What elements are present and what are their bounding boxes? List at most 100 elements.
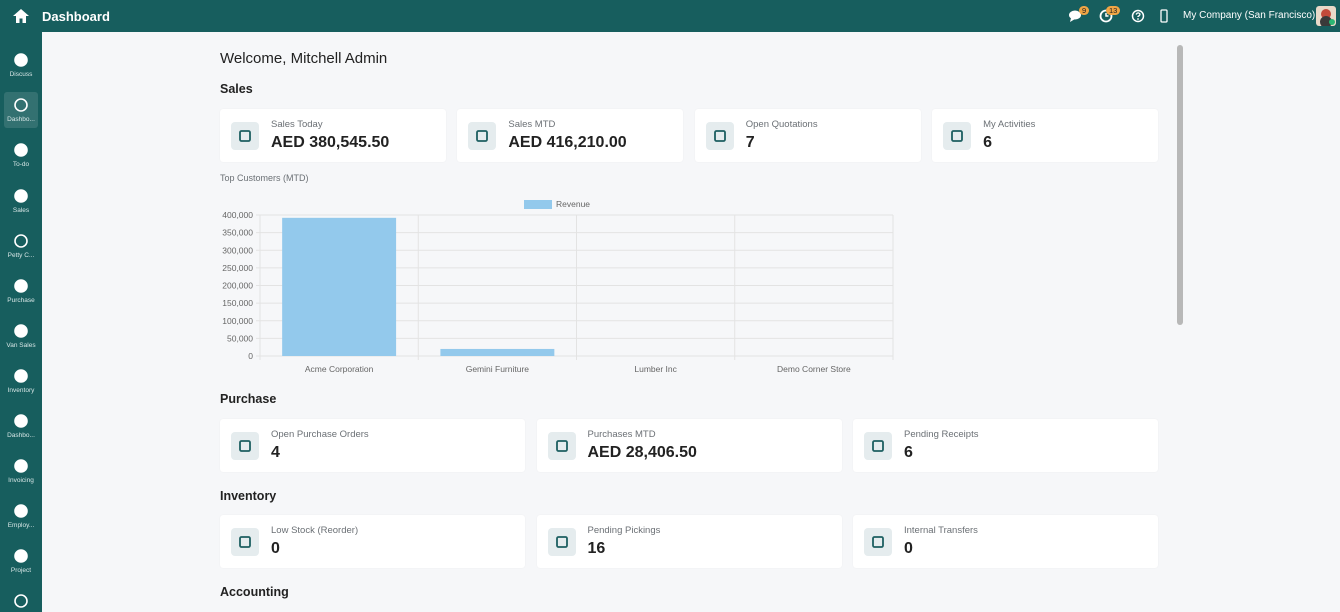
kpi-card[interactable]: Internal Transfers 0 bbox=[853, 515, 1158, 568]
app-label[interactable]: To-do bbox=[12, 161, 30, 168]
kpi-card[interactable]: Low Stock (Reorder) 0 bbox=[220, 515, 525, 568]
icon-glyph bbox=[872, 536, 884, 548]
icon-shape bbox=[239, 440, 251, 452]
kpi-card[interactable]: Pending Receipts 6 bbox=[853, 419, 1158, 472]
app-icon[interactable] bbox=[13, 413, 29, 429]
icon-shape bbox=[872, 536, 884, 548]
icon-shape bbox=[14, 53, 28, 67]
app-label[interactable]: Invoicing bbox=[8, 477, 34, 484]
kpi-card[interactable]: Sales Today AED 380,545.50 bbox=[220, 109, 446, 162]
kpi-card[interactable]: Open Purchase Orders 4 bbox=[220, 419, 525, 472]
home-icon[interactable] bbox=[12, 8, 30, 24]
kpi-value: AED 380,545.50 bbox=[271, 134, 390, 151]
icon-shape bbox=[14, 143, 28, 157]
y-tick-label: 200,000 bbox=[222, 281, 253, 291]
app-label[interactable]: Purchase bbox=[7, 297, 35, 304]
x-tick-label: Demo Corner Store bbox=[777, 364, 851, 374]
kpi-label: Sales MTD bbox=[508, 119, 556, 130]
app-icon[interactable] bbox=[13, 323, 29, 339]
app-label[interactable]: Project bbox=[10, 567, 32, 574]
kpi-label: Low Stock (Reorder) bbox=[271, 525, 359, 536]
app-icon[interactable] bbox=[13, 548, 29, 564]
app-label[interactable]: Petty C... bbox=[7, 252, 35, 259]
active-app[interactable] bbox=[4, 92, 38, 128]
icon-shape bbox=[14, 98, 28, 112]
icon-glyph bbox=[713, 130, 726, 142]
y-tick-label: 0 bbox=[248, 351, 253, 361]
kpi-value: 7 bbox=[745, 134, 755, 151]
chart-title: Top Customers (MTD) bbox=[220, 173, 309, 183]
bar bbox=[440, 348, 555, 356]
app-label[interactable]: Dashbo... bbox=[7, 432, 35, 439]
app-icon[interactable] bbox=[13, 188, 29, 204]
y-tick-label: 150,000 bbox=[222, 298, 253, 308]
icon-shape bbox=[555, 440, 568, 452]
kpi-label: Open Quotations bbox=[745, 119, 818, 130]
app-icon[interactable] bbox=[13, 142, 29, 158]
kpi-icon bbox=[547, 528, 576, 556]
y-tick-label: 350,000 bbox=[222, 228, 253, 238]
y-tick-label: 100,000 bbox=[222, 316, 253, 326]
kpi-value: 6 bbox=[983, 134, 993, 151]
kpi-label: My Activities bbox=[983, 119, 1036, 130]
icon-shape bbox=[14, 594, 28, 608]
icon-shape bbox=[14, 324, 28, 338]
section-heading: Accounting bbox=[220, 585, 289, 599]
kpi-label: Pending Pickings bbox=[587, 525, 661, 536]
app-icon[interactable] bbox=[13, 368, 29, 384]
app-icon[interactable] bbox=[13, 52, 29, 68]
discuss-icon[interactable] bbox=[1068, 9, 1082, 23]
kpi-card[interactable]: Purchases MTD AED 28,406.50 bbox=[536, 419, 842, 472]
bar bbox=[282, 217, 397, 356]
y-tick-label: 300,000 bbox=[222, 245, 253, 255]
icon-shape bbox=[476, 130, 489, 142]
kpi-label: Open Purchase Orders bbox=[271, 429, 369, 440]
icon-shape bbox=[14, 504, 28, 518]
scrollbar[interactable] bbox=[1176, 38, 1184, 608]
kpi-icon bbox=[864, 528, 892, 556]
kpi-value: AED 28,406.50 bbox=[587, 444, 697, 461]
kpi-card[interactable]: Open Quotations 7 bbox=[694, 109, 921, 162]
scrollbar-thumb[interactable] bbox=[1177, 45, 1183, 325]
kpi-icon bbox=[943, 122, 972, 150]
app-label[interactable]: Van Sales bbox=[6, 342, 36, 349]
app-title: Dashboard bbox=[42, 9, 110, 24]
app-icon[interactable] bbox=[13, 503, 29, 519]
app-icon[interactable] bbox=[13, 458, 29, 474]
app-icon[interactable] bbox=[13, 97, 29, 113]
x-tick-label: Gemini Furniture bbox=[466, 364, 530, 374]
kpi-card[interactable]: My Activities 6 bbox=[932, 109, 1158, 162]
kpi-value: 16 bbox=[587, 540, 606, 557]
app-label[interactable]: Dashbo... bbox=[7, 116, 35, 123]
app-sidebar: Discuss Dashbo... To-do Sales Petty C... Purc… bbox=[0, 32, 42, 612]
app-label[interactable]: Sales bbox=[12, 207, 30, 214]
icon-shape bbox=[14, 414, 28, 428]
kpi-icon bbox=[547, 432, 576, 460]
icon-shape bbox=[14, 234, 28, 248]
app-icon[interactable] bbox=[13, 278, 29, 294]
kpi-card[interactable]: Sales MTD AED 416,210.00 bbox=[457, 109, 684, 162]
kpi-icon bbox=[705, 122, 734, 150]
kpi-icon bbox=[231, 432, 259, 460]
phone-icon[interactable] bbox=[1159, 9, 1169, 23]
user-avatar[interactable] bbox=[1316, 6, 1336, 26]
company-switcher[interactable]: My Company (San Francisco) bbox=[1183, 10, 1316, 21]
legend-label: Revenue bbox=[556, 199, 590, 209]
kpi-card[interactable]: Pending Pickings 16 bbox=[536, 515, 842, 568]
kpi-label: Sales Today bbox=[271, 119, 323, 130]
app-icon[interactable] bbox=[13, 233, 29, 249]
icon-shape bbox=[14, 459, 28, 473]
app-label[interactable]: Inventory bbox=[7, 387, 35, 394]
app-label[interactable]: Employ... bbox=[7, 522, 35, 529]
app-label[interactable]: Discuss bbox=[9, 71, 33, 78]
icon-shape bbox=[239, 130, 251, 142]
kpi-value: 4 bbox=[271, 444, 280, 461]
icon-shape bbox=[14, 279, 28, 293]
help-icon[interactable] bbox=[1131, 9, 1145, 23]
icon-shape bbox=[14, 189, 28, 203]
kpi-value: AED 416,210.00 bbox=[508, 134, 627, 151]
app-icon[interactable] bbox=[13, 593, 29, 609]
welcome-heading: Welcome, Mitchell Admin bbox=[220, 50, 388, 67]
icon-shape bbox=[239, 536, 251, 548]
